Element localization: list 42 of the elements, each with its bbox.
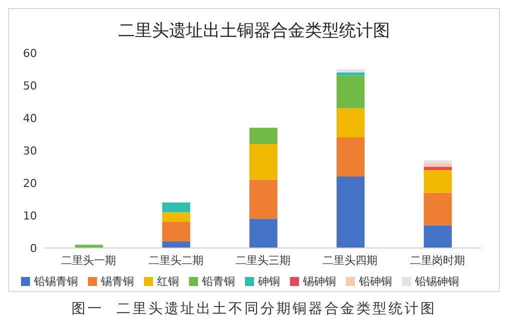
bar <box>162 242 190 248</box>
legend-label: 砷铜 <box>258 275 280 288</box>
y-tick-label: 20 <box>23 176 37 190</box>
bar <box>424 192 452 226</box>
bar <box>424 160 452 164</box>
y-tick-label: 0 <box>30 242 37 255</box>
bar <box>336 108 365 138</box>
legend-label: 锡青铜 <box>101 275 134 288</box>
bar <box>249 180 278 219</box>
legend-label: 铅青铜 <box>202 275 235 288</box>
bar <box>424 166 452 170</box>
bar <box>249 144 278 180</box>
bar <box>162 212 190 222</box>
bar <box>162 202 190 212</box>
legend-label: 锡砷铜 <box>303 275 336 288</box>
legend-label: 铅锡砷铜 <box>415 275 459 288</box>
y-tick-label: 30 <box>23 144 37 158</box>
x-tick-label: 二里头四期 <box>322 254 378 267</box>
bar <box>336 138 365 176</box>
bar <box>424 225 452 248</box>
bar <box>336 72 365 76</box>
chart-title: 二里头遗址出土铜器合金类型统计图 <box>117 20 391 43</box>
y-tick-label: 40 <box>23 112 37 125</box>
bar <box>424 164 452 167</box>
x-tick-label: 二里岗时期 <box>410 254 465 267</box>
y-tick-label: 10 <box>23 209 37 222</box>
x-tick-label: 二里头三期 <box>236 254 290 267</box>
text: 图一 二里头遗址出土不同分期铜器合金类型统计图 <box>70 300 438 318</box>
bar <box>336 176 365 248</box>
x-tick-label: 二里头二期 <box>148 254 204 267</box>
y-tick-label: 50 <box>23 79 37 92</box>
legend-label: 铅锡青铜 <box>34 275 78 288</box>
x-tick-label: 二里头一期 <box>61 254 116 267</box>
bar <box>336 69 365 72</box>
bar <box>424 170 452 193</box>
bar <box>162 222 190 242</box>
legend-label: 铅砷铜 <box>359 275 392 288</box>
legend-label: 红铜 <box>157 275 179 288</box>
bar <box>249 218 278 248</box>
bar <box>249 128 278 144</box>
y-tick-label: 60 <box>23 46 37 60</box>
bar <box>336 76 365 108</box>
